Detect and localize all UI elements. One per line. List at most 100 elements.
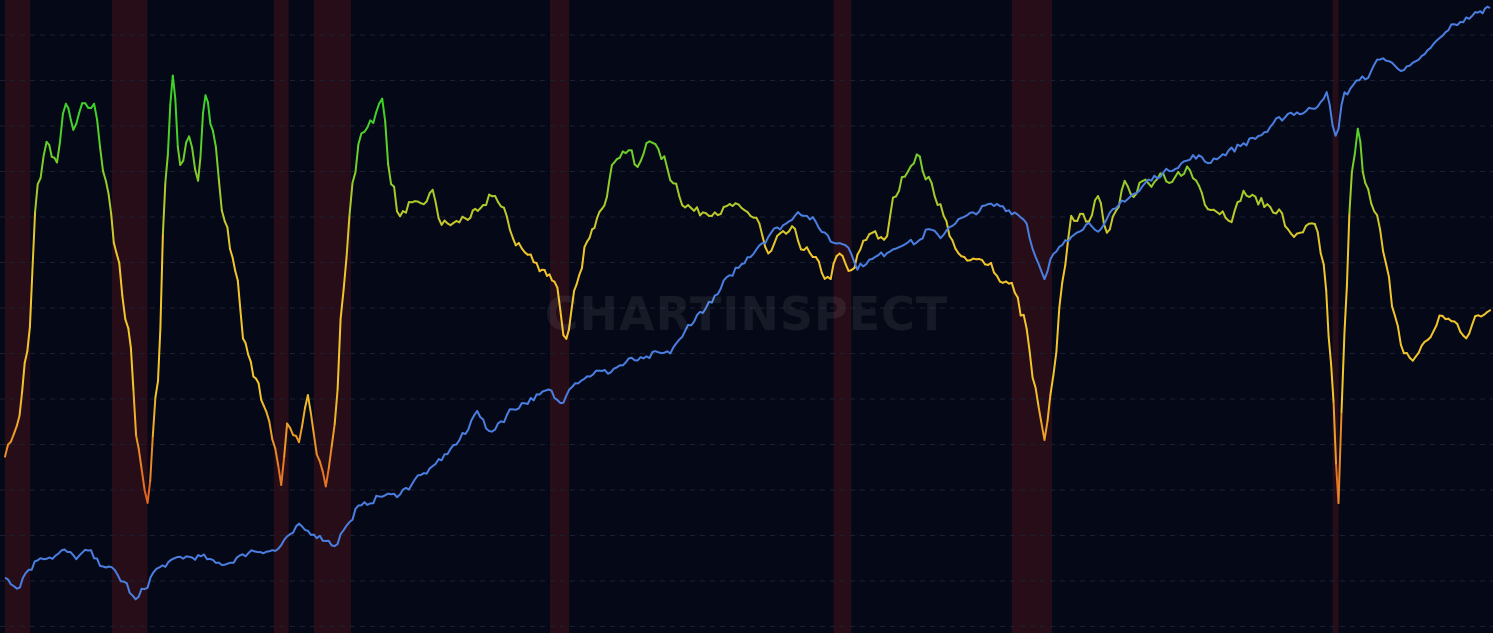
series-segment [820, 271, 826, 280]
series-segment [517, 242, 523, 250]
series-segment [1348, 170, 1353, 215]
series-segment [1396, 325, 1402, 346]
series-segment [511, 237, 517, 247]
series-segment [239, 309, 244, 340]
series-segment [1337, 411, 1343, 505]
series-segment [217, 178, 223, 212]
series-segment [431, 188, 437, 203]
series-segment [58, 112, 64, 144]
series-segment [942, 214, 948, 223]
series-segment [229, 247, 234, 259]
series-segment [696, 206, 701, 217]
series-segment [1343, 284, 1348, 333]
series-segment [898, 176, 903, 192]
series-segment [859, 239, 865, 251]
series-segment [603, 195, 608, 207]
series-segment [844, 262, 850, 272]
series-segment [663, 155, 669, 170]
series-segment [1037, 405, 1043, 425]
series-segment [874, 230, 880, 240]
series-segment [1233, 201, 1239, 212]
recession-band [549, 0, 570, 633]
series-segment [503, 206, 508, 218]
series-segment [817, 260, 823, 274]
series-segment [161, 180, 167, 235]
series-segment [930, 181, 936, 197]
series-segment [226, 226, 231, 250]
series-segment [375, 102, 381, 113]
series-segment [223, 220, 229, 229]
series-segment [657, 148, 663, 161]
series-segment [1043, 420, 1049, 441]
series-segment [841, 254, 847, 265]
series-segment [1239, 189, 1245, 202]
series-segment [1356, 127, 1362, 143]
series-segment [132, 390, 138, 437]
series-segment [918, 155, 924, 173]
series-segment [1382, 250, 1388, 265]
series-segment [933, 194, 939, 206]
series-segment [36, 177, 42, 186]
series-segment [154, 380, 159, 399]
series-segment [1370, 202, 1376, 213]
series-segment [642, 142, 648, 155]
series-segment [1376, 214, 1382, 231]
series-segment [393, 185, 398, 213]
series-segment [78, 102, 84, 114]
series-segment [56, 141, 61, 164]
series-segment [1281, 212, 1287, 228]
series-segment [889, 196, 894, 218]
series-segment [556, 286, 562, 312]
series-segment [886, 215, 892, 238]
series-segment [1016, 296, 1022, 317]
series-segment [4, 443, 9, 458]
series-segment [1391, 305, 1396, 317]
series-segment [829, 262, 835, 280]
series-segment [1340, 330, 1346, 414]
series-segment [135, 434, 140, 450]
series-segment [191, 146, 197, 171]
series-segment [249, 360, 255, 378]
series-segment [107, 193, 113, 215]
series-segment [805, 246, 811, 254]
series-segment [1064, 237, 1070, 266]
series-segment [327, 445, 333, 470]
series-segment [578, 267, 583, 276]
series-segment [372, 110, 378, 124]
series-segment [231, 256, 237, 272]
series-segment [1108, 215, 1114, 231]
series-segment [9, 432, 15, 443]
series-segment [1183, 165, 1189, 175]
series-segment [115, 251, 121, 265]
series-segment [773, 234, 779, 245]
index-series [4, 5, 1491, 601]
series-segment [1313, 223, 1319, 233]
series-segment [405, 201, 410, 214]
series-segment [630, 149, 636, 166]
series-segment [1123, 179, 1129, 188]
series-segment [209, 123, 214, 132]
series-segment [469, 209, 474, 219]
series-segment [202, 94, 207, 114]
series-segment [1388, 276, 1393, 308]
recession-band [111, 0, 148, 633]
series-segment [1120, 179, 1126, 192]
series-segment [1022, 313, 1028, 330]
series-segment [197, 155, 202, 182]
series-segment [381, 97, 387, 123]
recession-band [1332, 0, 1339, 633]
series-segment [166, 103, 172, 156]
series-segment [927, 175, 933, 184]
series-segment [129, 347, 135, 393]
series-segment [1046, 393, 1052, 423]
series-segment [23, 350, 29, 364]
series-segment [28, 267, 34, 329]
series-segment [236, 279, 242, 312]
series-segment [1359, 140, 1364, 173]
series-segment [112, 241, 118, 254]
series-segment [315, 453, 321, 463]
series-segment [61, 102, 67, 115]
series-segment [1364, 182, 1370, 191]
series-segment [755, 216, 761, 225]
series-segment [206, 101, 212, 125]
